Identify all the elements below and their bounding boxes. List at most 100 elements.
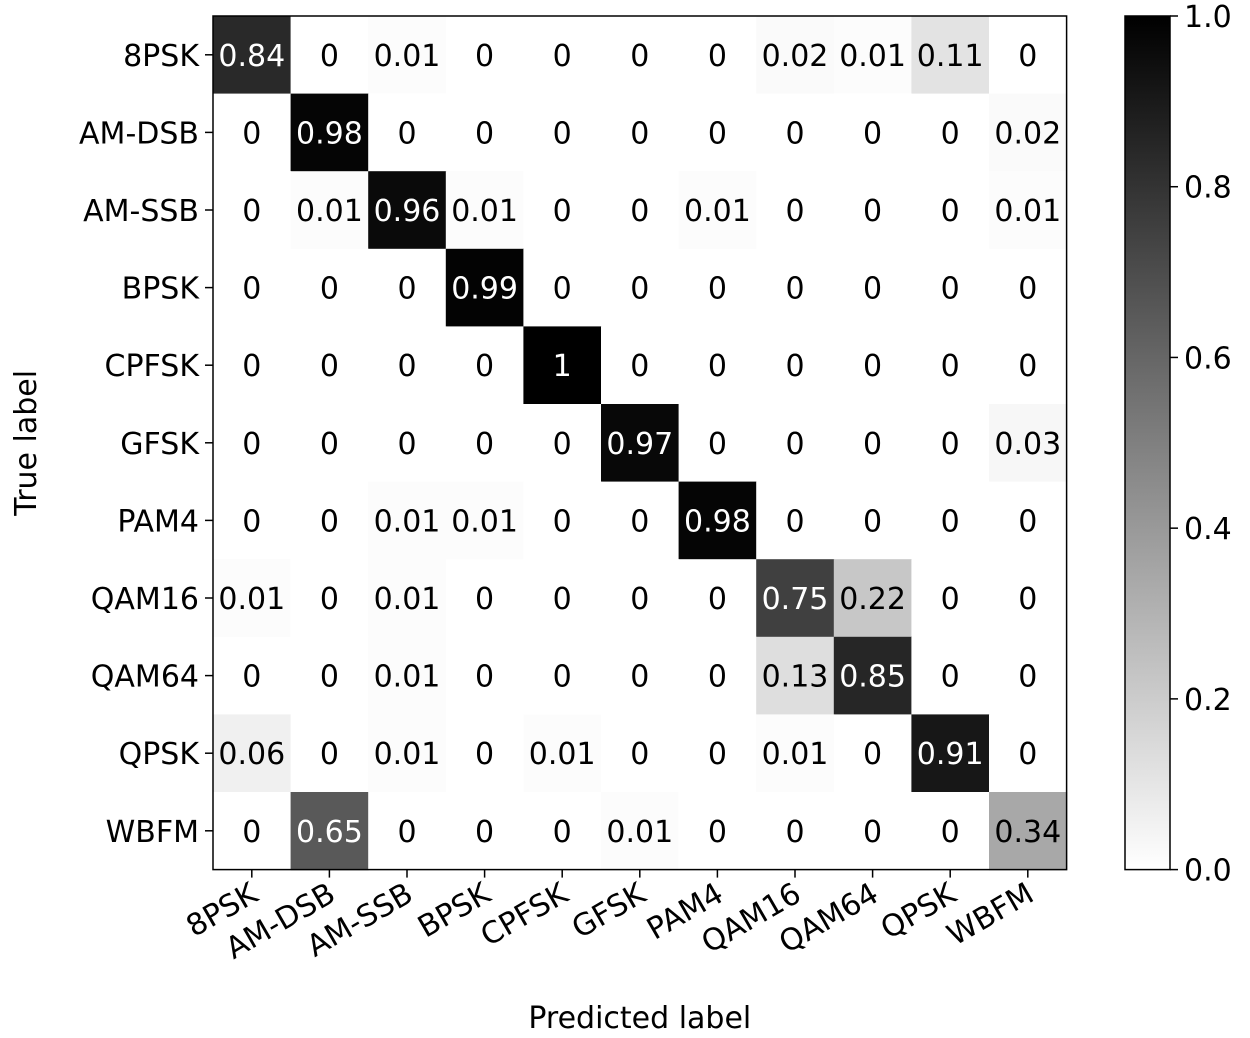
- cell-value-label: 0: [941, 427, 960, 462]
- cell-value-label: 0.01: [684, 194, 751, 229]
- cell-value-label: 0: [1018, 349, 1037, 384]
- heatmap-cell: [523, 93, 602, 172]
- heatmap-cell: [601, 404, 680, 483]
- cell-value-label: 0: [785, 427, 804, 462]
- cell-value-label: 0.34: [994, 815, 1061, 850]
- heatmap-cell: [678, 171, 757, 250]
- heatmap-cell: [756, 636, 835, 715]
- cell-value-label: 0.96: [374, 194, 441, 229]
- x-tick-label: CPFSK: [475, 876, 575, 954]
- cell-value-label: 0: [863, 194, 882, 229]
- cell-value-label: 0: [242, 427, 261, 462]
- cell-value-label: 0: [863, 427, 882, 462]
- cell-value-label: 0.85: [839, 660, 906, 695]
- cell-value-label: 0: [863, 349, 882, 384]
- heatmap-cell: [601, 326, 680, 405]
- y-tick-label: GFSK: [120, 427, 200, 462]
- cell-value-label: 0: [397, 272, 416, 307]
- heatmap-cells: 0.84 0 0.01 0 0 0 0 0.02 0.01 0.11 00 0.98 0 0 0 0 0 0 0 0 0…: [213, 16, 1068, 871]
- heatmap-cell: [911, 792, 990, 871]
- cell-value-label: 0: [941, 582, 960, 617]
- heatmap-cell: [756, 93, 835, 172]
- heatmap-cell: [368, 792, 447, 871]
- heatmap-cell: [911, 636, 990, 715]
- y-tick-label: BPSK: [122, 272, 201, 307]
- heatmap-cell: [523, 792, 602, 871]
- cell-value-label: 0: [553, 504, 572, 539]
- heatmap-cell: [989, 93, 1068, 172]
- heatmap-cell: [368, 248, 447, 327]
- cell-value-label: 0: [785, 116, 804, 151]
- cell-value-label: 0: [863, 737, 882, 772]
- heatmap-cell: [601, 714, 680, 793]
- heatmap-cell: [678, 404, 757, 483]
- heatmap-cell: [523, 248, 602, 327]
- heatmap-cell: [445, 326, 524, 405]
- heatmap-cell: [213, 16, 292, 95]
- heatmap-cell: [213, 636, 292, 715]
- heatmap-cell: [445, 481, 524, 560]
- heatmap-cell: [213, 481, 292, 560]
- cell-value-label: 0: [475, 815, 494, 850]
- cell-value-label: 0: [475, 349, 494, 384]
- cell-value-label: 0: [320, 349, 339, 384]
- cell-value-label: 0: [320, 272, 339, 307]
- heatmap-cell: [445, 636, 524, 715]
- y-tick-label: WBFM: [106, 815, 199, 850]
- heatmap-cell: [368, 404, 447, 483]
- heatmap-cell: [445, 404, 524, 483]
- heatmap-cell: [756, 16, 835, 95]
- y-axis-label: True label: [9, 370, 44, 517]
- cell-value-label: 0.97: [606, 427, 673, 462]
- cell-value-label: 0: [630, 194, 649, 229]
- heatmap-cell: [523, 171, 602, 250]
- cell-value-label: 0: [941, 272, 960, 307]
- heatmap-cell: [911, 404, 990, 483]
- heatmap-cell: [601, 248, 680, 327]
- y-tick-label: QAM64: [91, 660, 199, 695]
- heatmap-cell: [989, 559, 1068, 638]
- cell-value-label: 0: [553, 116, 572, 151]
- heatmap-cell: [601, 481, 680, 560]
- cell-value-label: 0: [630, 660, 649, 695]
- cell-value-label: 0.06: [218, 737, 285, 772]
- heatmap-cell: [989, 16, 1068, 95]
- heatmap-cell: [368, 714, 447, 793]
- heatmap-cell: [678, 559, 757, 638]
- heatmap-cell: [989, 248, 1068, 327]
- heatmap-cell: [523, 326, 602, 405]
- cell-value-label: 0: [630, 582, 649, 617]
- heatmap-cell: [523, 714, 602, 793]
- heatmap-cell: [601, 636, 680, 715]
- heatmap-cell: [833, 481, 912, 560]
- heatmap-cell: [601, 93, 680, 172]
- cell-value-label: 0: [941, 815, 960, 850]
- heatmap-cell: [756, 248, 835, 327]
- heatmap-cell: [833, 636, 912, 715]
- heatmap-cell: [833, 714, 912, 793]
- heatmap-cell: [601, 171, 680, 250]
- heatmap-cell: [911, 93, 990, 172]
- heatmap-cell: [290, 326, 369, 405]
- heatmap-cell: [213, 248, 292, 327]
- cell-value-label: 0.01: [762, 737, 829, 772]
- heatmap-cell: [290, 636, 369, 715]
- cell-value-label: 0: [553, 660, 572, 695]
- heatmap-cell: [678, 792, 757, 871]
- cell-value-label: 0.03: [994, 427, 1061, 462]
- cell-value-label: 0: [708, 116, 727, 151]
- heatmap-cell: [678, 248, 757, 327]
- heatmap-cell: [989, 326, 1068, 405]
- cell-value-label: 0: [863, 504, 882, 539]
- cell-value-label: 0: [242, 116, 261, 151]
- cell-value-label: 0: [242, 349, 261, 384]
- cell-value-label: 0: [1018, 582, 1037, 617]
- cell-value-label: 0: [475, 116, 494, 151]
- heatmap-cell: [989, 714, 1068, 793]
- cell-value-label: 0: [1018, 39, 1037, 74]
- x-tick-label: GFSK: [566, 876, 653, 946]
- heatmap-cell: [213, 559, 292, 638]
- x-axis-label: Predicted label: [528, 1001, 751, 1033]
- cell-value-label: 0.01: [451, 194, 518, 229]
